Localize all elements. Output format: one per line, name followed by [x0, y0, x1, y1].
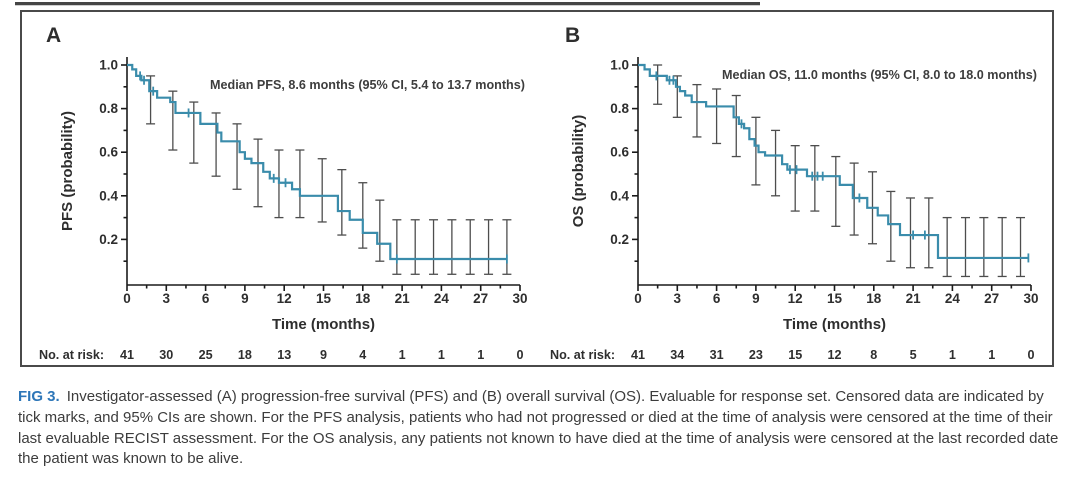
median-annotation: Median PFS, 8.6 months (95% CI, 5.4 to 1…	[210, 78, 525, 92]
x-axis-label: Time (months)	[272, 316, 375, 333]
svg-text:0.6: 0.6	[610, 145, 629, 160]
svg-text:30: 30	[1023, 291, 1038, 306]
svg-text:0.8: 0.8	[99, 101, 118, 116]
svg-text:27: 27	[984, 291, 999, 306]
svg-text:0.8: 0.8	[610, 101, 629, 116]
at-risk-value: 31	[710, 348, 724, 362]
svg-text:21: 21	[906, 291, 922, 306]
axes	[121, 57, 521, 291]
svg-text:6: 6	[202, 291, 210, 306]
svg-text:0.6: 0.6	[99, 145, 118, 160]
at-risk-row: No. at risk: 41 30 25 18 13 9 4 1 1 1 0	[39, 348, 524, 362]
axes	[632, 57, 1032, 291]
figure-number-label: FIG 3.	[18, 388, 60, 405]
at-risk-value: 9	[320, 348, 327, 362]
svg-text:0.4: 0.4	[610, 188, 629, 203]
figure-caption-text: Investigator-assessed (A) progression-fr…	[18, 388, 1059, 468]
at-risk-value: 12	[827, 348, 841, 362]
at-risk-row: No. at risk: 41 34 31 23 15 12 8 5 1 1 0	[550, 348, 1035, 362]
y-axis-label: PFS (probability)	[59, 111, 76, 231]
svg-text:24: 24	[434, 291, 450, 306]
at-risk-value: 15	[788, 348, 802, 362]
at-risk-label: No. at risk:	[550, 348, 615, 362]
at-risk-value: 34	[670, 348, 684, 362]
svg-text:18: 18	[355, 291, 371, 306]
svg-text:18: 18	[866, 291, 882, 306]
svg-text:24: 24	[945, 291, 961, 306]
at-risk-value: 5	[910, 348, 917, 362]
svg-text:15: 15	[316, 291, 332, 306]
svg-text:15: 15	[827, 291, 843, 306]
y-axis-label: OS (probability)	[570, 115, 587, 228]
x-axis-label: Time (months)	[783, 316, 886, 333]
panel-letter: B	[565, 24, 580, 47]
at-risk-value: 41	[631, 348, 645, 362]
svg-text:30: 30	[512, 291, 527, 306]
km-curve	[127, 63, 507, 261]
censor-ticks	[655, 71, 1030, 263]
at-risk-value: 1	[438, 348, 445, 362]
figure-panel-container: 0 3 6 9 12 15 18 21 24 27 30 0.2 0.4 0.6 0.8 1.0 Time (m…	[20, 10, 1054, 367]
median-annotation: Median OS, 11.0 months (95% CI, 8.0 to 1…	[722, 68, 1037, 82]
svg-text:0: 0	[634, 291, 642, 306]
panel-letter: A	[46, 24, 61, 47]
figure-caption: FIG 3. Investigator-assessed (A) progress…	[18, 387, 1064, 470]
tick-labels: 0 3 6 9 12 15 18 21 24 27 30 0.2 0.4 0.6 0.8 1.0	[610, 58, 1038, 307]
at-risk-value: 1	[988, 348, 995, 362]
at-risk-value: 25	[199, 348, 213, 362]
at-risk-value: 0	[516, 348, 523, 362]
svg-text:6: 6	[713, 291, 721, 306]
km-curve	[638, 63, 1029, 260]
at-risk-value: 1	[949, 348, 956, 362]
svg-text:3: 3	[674, 291, 682, 306]
at-risk-value: 18	[238, 348, 252, 362]
at-risk-value: 4	[359, 348, 366, 362]
svg-text:27: 27	[473, 291, 488, 306]
svg-text:9: 9	[752, 291, 760, 306]
tick-labels: 0 3 6 9 12 15 18 21 24 27 30 0.2 0.4 0.6 0.8 1.0	[99, 58, 527, 307]
at-risk-label: No. at risk:	[39, 348, 104, 362]
censor-ticks	[139, 71, 508, 264]
ci-error-bars	[653, 64, 1026, 278]
svg-text:12: 12	[788, 291, 803, 306]
at-risk-value: 1	[477, 348, 484, 362]
svg-text:3: 3	[163, 291, 171, 306]
svg-text:1.0: 1.0	[99, 58, 118, 73]
at-risk-value: 13	[277, 348, 291, 362]
svg-text:0: 0	[123, 291, 131, 306]
top-rule	[15, 2, 760, 6]
at-risk-value: 30	[159, 348, 173, 362]
svg-text:21: 21	[395, 291, 411, 306]
at-risk-value: 1	[399, 348, 406, 362]
ci-error-bars	[146, 75, 512, 275]
svg-text:0.2: 0.2	[610, 232, 629, 247]
panel-a: 0 3 6 9 12 15 18 21 24 27 30 0.2 0.4 0.6 0.8 1.0 Time (m…	[39, 24, 528, 362]
svg-text:1.0: 1.0	[610, 58, 629, 73]
at-risk-value: 41	[120, 348, 134, 362]
at-risk-value: 8	[870, 348, 877, 362]
svg-text:9: 9	[241, 291, 249, 306]
svg-text:12: 12	[277, 291, 292, 306]
at-risk-value: 0	[1027, 348, 1034, 362]
at-risk-value: 23	[749, 348, 763, 362]
svg-text:0.2: 0.2	[99, 232, 118, 247]
svg-text:0.4: 0.4	[99, 188, 118, 203]
